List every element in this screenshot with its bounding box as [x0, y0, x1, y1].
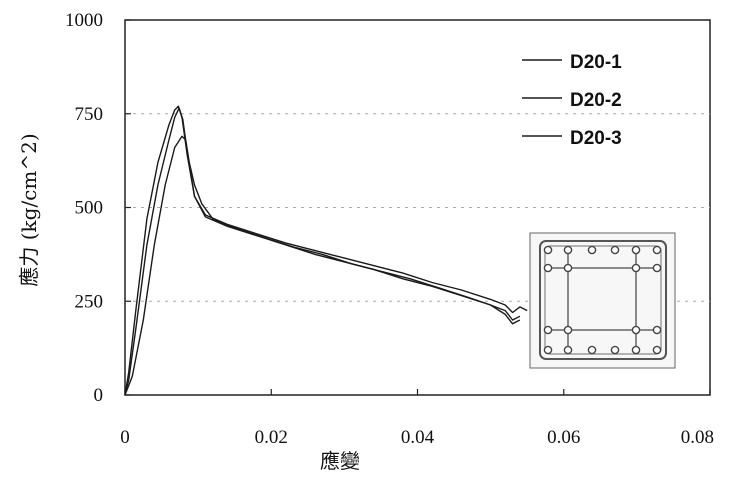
rebar-dot [543, 245, 553, 255]
rebar-dot [563, 263, 573, 273]
rebar-dot [587, 345, 597, 355]
x-tick-label: 0.06 [547, 427, 580, 448]
cross-section-hoop-outer [539, 240, 667, 360]
y-axis-title: 應力 (kg/cm^2) [17, 133, 41, 286]
legend-label: D20-3 [570, 128, 622, 149]
rebar-dot [563, 345, 573, 355]
legend-label: D20-1 [570, 52, 622, 73]
y-tick-label: 1000 [65, 10, 103, 31]
y-axis-ticks: 0 250 500 750 1000 [65, 10, 131, 406]
rebar-dot [610, 245, 620, 255]
cross-section-outer [529, 232, 676, 369]
rebar-dot [652, 263, 662, 273]
series-line-d20-2 [124, 107, 521, 396]
rebar-dot [587, 245, 597, 255]
y-tick-label: 0 [94, 385, 104, 406]
x-tick-label: 0.04 [401, 427, 435, 448]
legend: D20-1 D20-2 D20-3 [522, 52, 622, 149]
series-line-d20-3 [124, 135, 521, 396]
x-axis-ticks: 0 0.02 0.04 0.06 0.08 [120, 389, 714, 448]
rebar-dot [631, 245, 641, 255]
x-tick-label: 0.08 [681, 427, 714, 448]
x-axis-title: 應變 [320, 449, 360, 473]
rebar-dot [631, 345, 641, 355]
rebar-dot [652, 345, 662, 355]
x-tick-label: 0.02 [255, 427, 288, 448]
rebar-dot [543, 325, 553, 335]
rebar-dot [610, 345, 620, 355]
y-tick-label: 250 [75, 291, 104, 312]
series-lines [124, 105, 528, 396]
rebar-dot [543, 263, 553, 273]
column-cross-section-diagram [529, 232, 676, 369]
rebar-dot [543, 345, 553, 355]
rebar-dot [631, 325, 641, 335]
rebar-dot [652, 325, 662, 335]
legend-label: D20-2 [570, 90, 622, 111]
rebar-dot [563, 245, 573, 255]
x-tick-label: 0 [120, 427, 130, 448]
rebar-dot [563, 325, 573, 335]
y-tick-label: 500 [75, 198, 104, 219]
rebar-dot [652, 245, 662, 255]
y-tick-label: 750 [75, 104, 104, 125]
series-line-d20-1 [124, 105, 528, 396]
rebar-dot [631, 263, 641, 273]
gridlines [125, 113, 710, 302]
rebar-dots [543, 245, 662, 355]
cross-section-hoop-inner [544, 245, 662, 355]
